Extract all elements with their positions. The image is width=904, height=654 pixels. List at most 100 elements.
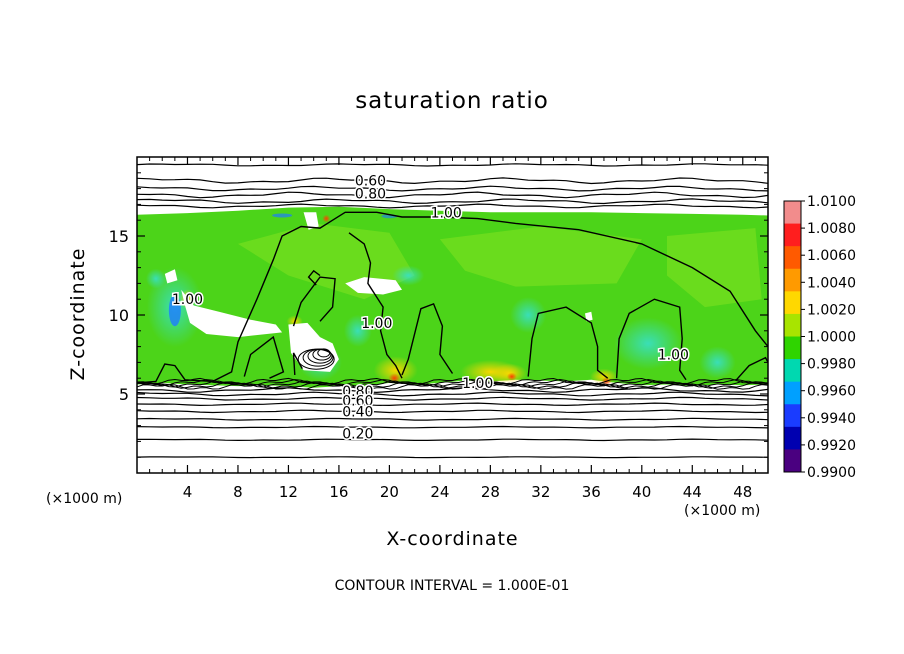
contour-line xyxy=(137,391,768,397)
contour-line-1-00 xyxy=(735,356,768,381)
colorbar-tick-label: 1.0020 xyxy=(807,302,856,318)
contour-line xyxy=(137,163,768,167)
contour-label: 0.60 xyxy=(342,393,373,409)
x-tick-label: 44 xyxy=(683,483,702,501)
cyan-region xyxy=(392,265,425,286)
colorbar-tick-label: 1.0080 xyxy=(807,221,856,237)
y-tick-label: 15 xyxy=(109,227,129,246)
contour-line xyxy=(137,425,768,429)
subsaturated-hole xyxy=(303,212,319,230)
contour-line-1-00 xyxy=(292,276,336,327)
cyan-region xyxy=(510,297,547,333)
colorbar-swatch xyxy=(784,313,801,337)
contour-line xyxy=(137,377,768,385)
blue-region xyxy=(168,294,181,327)
colorbar-tick-label: 1.0040 xyxy=(807,275,856,291)
colorbar-tick-label: 1.0100 xyxy=(807,194,856,210)
contour-line xyxy=(137,185,768,192)
colorbar: 1.0100 1.0080 1.0060 1.0040 1.0020 1.0000 0.99… xyxy=(783,194,856,481)
contour-line xyxy=(137,387,768,394)
colorbar-swatch xyxy=(784,246,801,270)
contour-label: 1.00 xyxy=(658,348,689,364)
cyan-region xyxy=(699,346,736,379)
contour-line-1-00 xyxy=(243,335,285,379)
orange-region xyxy=(506,372,517,381)
contour-line xyxy=(137,203,768,209)
contour-label: 0.40 xyxy=(342,404,373,420)
x-unit-label-left: (×1000 m) xyxy=(46,491,123,507)
contour-line-1-00 xyxy=(401,303,454,376)
colorbar-swatch xyxy=(784,381,801,405)
cyan-region xyxy=(145,268,166,289)
colorbar-tick-label: 0.9900 xyxy=(807,465,856,481)
contour-line xyxy=(137,198,768,205)
colorbar-swatch xyxy=(784,291,801,315)
colorbar-swatch xyxy=(784,359,801,383)
colorbar-tick-label: 1.0000 xyxy=(807,330,856,346)
contour-line xyxy=(137,384,768,390)
colorbar-tick-label: 0.9980 xyxy=(807,357,856,373)
colorbar-tick-label: 0.9920 xyxy=(807,438,856,454)
colorbar-swatch xyxy=(784,223,801,247)
x-tick-label: 36 xyxy=(582,483,601,501)
x-tick-label: 12 xyxy=(279,483,298,501)
x-tick-label: 40 xyxy=(632,483,651,501)
cyan-region xyxy=(614,317,683,370)
contour-label: 1.00 xyxy=(172,292,203,308)
contour-line xyxy=(317,348,331,358)
contour-label: 1.00 xyxy=(431,205,462,221)
blue-region xyxy=(272,213,293,218)
chart-title: saturation ratio xyxy=(355,88,549,114)
contour-line-1-00 xyxy=(348,232,403,379)
colorbar-swatch xyxy=(784,449,801,473)
contour-line-1-00 xyxy=(615,298,687,381)
contour-line-1-00 xyxy=(527,306,609,379)
x-tick-label: 28 xyxy=(481,483,500,501)
contour-labels: 0.600.801.001.001.001.001.000.800.600.40… xyxy=(170,172,690,444)
saturation-field xyxy=(137,206,768,388)
orange-region xyxy=(322,214,331,223)
cyan-region xyxy=(343,314,372,347)
subsaturated-hole xyxy=(345,277,402,295)
contour-label: 0.80 xyxy=(342,384,373,400)
subsaturated-hole xyxy=(181,289,283,338)
x-axis-label: X-coordinate xyxy=(386,528,519,550)
x-unit-label-right: (×1000 m) xyxy=(684,503,761,519)
x-tick-label: 48 xyxy=(733,483,752,501)
colorbar-tick-label: 0.9940 xyxy=(807,411,856,427)
contour-line xyxy=(137,417,768,421)
x-tick-label: 16 xyxy=(329,483,348,501)
x-tick-label: 20 xyxy=(380,483,399,501)
subsaturated-hole xyxy=(585,311,593,322)
subsaturated-hole xyxy=(164,269,178,284)
x-tick-label: 4 xyxy=(183,483,193,501)
x-tick-label: 32 xyxy=(531,483,550,501)
green-patch xyxy=(667,228,762,308)
contour-line xyxy=(137,456,768,459)
colorbar-swatch xyxy=(784,336,801,360)
contour-line xyxy=(137,177,768,185)
colorbar-tick-label: 0.9960 xyxy=(807,384,856,400)
contour-line xyxy=(137,191,768,199)
green-patch xyxy=(439,226,642,287)
contour-line xyxy=(137,438,768,442)
y-tick-label: 10 xyxy=(109,306,129,325)
contour-label: 1.00 xyxy=(462,376,493,392)
contour-line xyxy=(137,396,768,401)
contour-interval-note: CONTOUR INTERVAL = 1.000E-01 xyxy=(334,578,570,594)
contour-label: 0.20 xyxy=(342,427,373,443)
colorbar-swatch xyxy=(784,201,801,225)
contour-label: 1.00 xyxy=(361,316,392,332)
contour-label: 0.80 xyxy=(355,186,386,202)
colorbar-swatch xyxy=(784,426,801,450)
contour-line xyxy=(137,409,768,414)
contour-lines xyxy=(137,163,768,459)
colorbar-swatch xyxy=(784,268,801,292)
x-tick-label: 8 xyxy=(233,483,243,501)
contour-label: 0.60 xyxy=(355,174,386,190)
colorbar-swatch xyxy=(784,404,801,428)
y-tick-label: 5 xyxy=(119,385,129,404)
x-tick-label: 24 xyxy=(430,483,449,501)
